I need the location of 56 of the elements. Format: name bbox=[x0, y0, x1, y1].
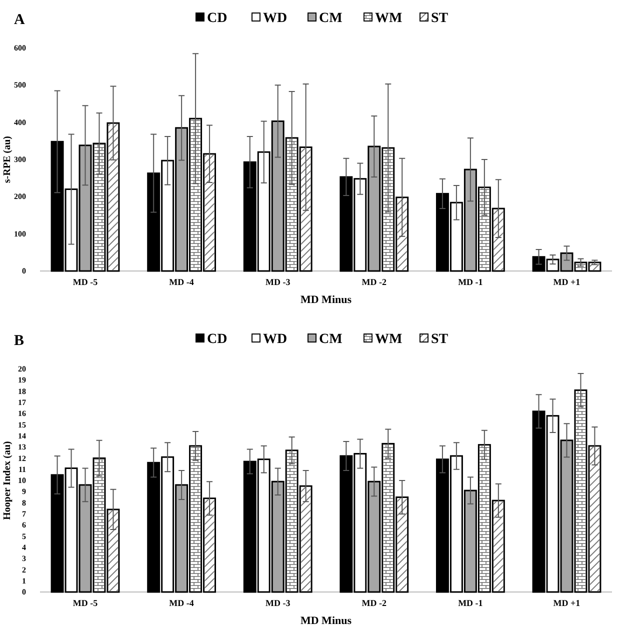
chart-title: A bbox=[14, 12, 25, 28]
chart-title: B bbox=[14, 333, 24, 349]
x-axis-title: MD Minus bbox=[300, 294, 352, 306]
x-tick-label: MD -3 bbox=[265, 277, 291, 287]
y-tick-label: 400 bbox=[14, 118, 26, 127]
y-tick-label: 600 bbox=[14, 44, 26, 53]
y-tick-label: 100 bbox=[14, 229, 26, 238]
x-tick-label: MD +1 bbox=[553, 277, 581, 287]
y-tick-label: 13 bbox=[18, 442, 26, 452]
y-axis-title: s-RPE (au) bbox=[2, 136, 13, 183]
y-tick-label: 0 bbox=[22, 266, 26, 276]
legend-label: CD bbox=[207, 332, 228, 347]
legend-label: CD bbox=[207, 11, 228, 26]
y-tick-label: 8 bbox=[22, 498, 26, 508]
legend-label: ST bbox=[431, 11, 449, 26]
y-tick-label: 4 bbox=[22, 542, 26, 552]
y-tick-label: 20 bbox=[18, 364, 26, 374]
y-tick-label: 7 bbox=[22, 510, 26, 519]
legend-label: WM bbox=[375, 332, 402, 347]
y-tick-label: 14 bbox=[18, 431, 26, 440]
x-tick-label: MD -4 bbox=[169, 598, 194, 608]
x-tick-label: MD -2 bbox=[362, 598, 388, 608]
y-tick-label: 3 bbox=[22, 554, 26, 564]
legend-label: WD bbox=[263, 11, 288, 26]
x-tick-label: MD -3 bbox=[265, 598, 291, 608]
legend-label: ST bbox=[431, 332, 449, 347]
y-tick-label: 10 bbox=[18, 476, 26, 486]
y-axis-title: Hooper Index (au) bbox=[2, 441, 13, 520]
y-tick-label: 9 bbox=[22, 487, 26, 496]
x-tick-label: MD -2 bbox=[362, 277, 388, 287]
x-tick-label: MD -1 bbox=[458, 277, 484, 287]
y-tick-label: 1 bbox=[22, 576, 26, 586]
legend-label: WD bbox=[263, 332, 288, 347]
y-tick-label: 18 bbox=[18, 386, 26, 396]
legend-label: WM bbox=[375, 11, 402, 26]
y-tick-label: 2 bbox=[22, 565, 26, 574]
y-tick-label: 6 bbox=[22, 520, 26, 530]
y-tick-label: 500 bbox=[14, 80, 26, 90]
y-tick-label: 16 bbox=[18, 409, 26, 418]
legend-label: CM bbox=[319, 11, 342, 26]
y-tick-label: 17 bbox=[18, 398, 26, 408]
x-axis-title: MD Minus bbox=[300, 615, 352, 627]
y-tick-label: 12 bbox=[18, 454, 26, 463]
x-tick-label: MD -5 bbox=[72, 598, 98, 608]
x-tick-label: MD -5 bbox=[72, 277, 98, 287]
legend-label: CM bbox=[319, 332, 342, 347]
y-tick-label: 19 bbox=[18, 376, 26, 385]
y-tick-label: 11 bbox=[18, 464, 26, 474]
y-tick-label: 5 bbox=[22, 532, 26, 541]
x-tick-label: MD +1 bbox=[553, 598, 581, 608]
y-tick-label: 15 bbox=[18, 420, 26, 430]
x-tick-label: MD -1 bbox=[458, 598, 484, 608]
x-tick-label: MD -4 bbox=[169, 277, 194, 287]
y-tick-label: 300 bbox=[14, 155, 26, 164]
y-tick-label: 0 bbox=[22, 588, 26, 597]
y-tick-label: 200 bbox=[14, 192, 26, 202]
